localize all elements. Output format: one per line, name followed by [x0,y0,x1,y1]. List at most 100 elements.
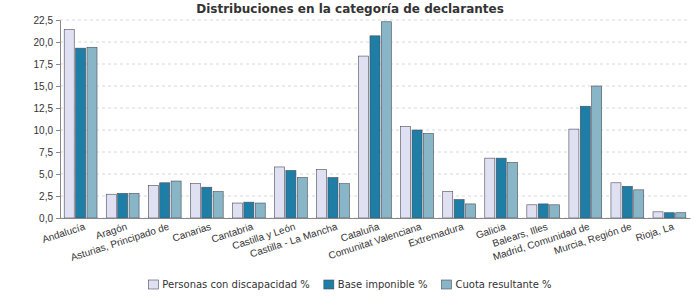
tick: Andalucía [41,221,87,245]
bar [244,202,254,218]
legend-label: Cuota resultante % [455,279,551,290]
bar [190,184,200,218]
tick-mark [56,130,60,131]
tick-label: 0,0 [39,213,53,224]
tick-mark [56,42,60,43]
bar [64,30,74,218]
legend-item: Base imponible % [324,279,428,290]
bar [508,163,518,218]
grid-line [60,20,690,21]
bar [569,129,579,218]
bar [359,56,369,218]
tick-label: 2,5 [39,191,53,202]
bar [527,205,537,218]
tick: Canarias [171,221,212,244]
bar [297,178,307,218]
tick-mark [56,86,60,87]
tick-label: 10,0 [34,125,54,136]
tick-label: 22,5 [34,15,54,26]
bar [622,186,632,218]
tick: 2,5 [39,191,60,202]
y-axis: 0,0 2,5 5,0 7,5 10,0 12,5 15,0 17,5 20,0 22,5 [34,15,61,224]
bar [653,212,663,218]
bar [454,200,464,218]
category-label: Andalucía [41,221,87,245]
tick: 22,5 [34,15,60,26]
tick: 10,0 [34,125,60,136]
grid [60,20,690,218]
category-label: Rioja, La [634,221,675,244]
bar [465,204,475,218]
bar [76,48,86,218]
bar [106,194,116,218]
tick: Murcia, Región de [552,221,633,257]
legend-swatch [324,280,334,289]
tick: 5,0 [39,169,60,180]
tick-label: 12,5 [34,103,54,114]
tick-label: 15,0 [34,81,54,92]
bar [401,126,411,218]
category-label: Asturias, Principado de [69,221,171,263]
x-axis: AndalucíaAragónAsturias, Principado deCa… [41,219,691,264]
bar [213,192,223,218]
tick: Asturias, Principado de [69,221,171,263]
bar [580,106,590,218]
bar [443,192,453,218]
category-label: Extremadura [407,221,465,249]
axis-line [61,218,691,219]
title: Distribuciones en la categoría de declar… [196,2,504,16]
bar [485,158,495,218]
legend-swatch [441,280,451,289]
tick: 15,0 [34,81,60,92]
bar [328,178,338,218]
tick: 20,0 [34,37,60,48]
bar [129,193,139,218]
bar [87,47,97,218]
plot: 0,0 2,5 5,0 7,5 10,0 12,5 15,0 17,5 20,0 22,5 Anda… [34,15,691,263]
bar [118,193,128,218]
bar [550,205,560,218]
tick: Extremadura [407,221,465,249]
axis-line [56,21,61,219]
tick: 7,5 [39,147,60,158]
legend-swatch [148,280,158,289]
tick-mark [56,218,60,219]
tick-mark [56,108,60,109]
bar [232,203,242,218]
legend-label: Base imponible % [338,279,428,290]
bar [664,213,674,218]
bar [274,167,284,218]
tick: Castilla - La Mancha [249,221,340,260]
legend-label: Personas con discapacidad % [162,279,309,290]
bar [634,190,644,218]
bar [171,181,181,218]
tick: Rioja, La [634,221,675,244]
tick-mark [56,196,60,197]
category-label: Canarias [171,221,212,244]
tick: 0,0 [39,213,60,224]
bar [611,183,621,218]
bar [148,185,158,218]
tick: 12,5 [34,103,60,114]
bar [381,22,391,218]
bar [412,130,422,218]
legend-item: Cuota resultante % [441,279,551,290]
tick-mark [56,174,60,175]
bar [202,187,212,218]
tick-label: 20,0 [34,37,54,48]
tick-label: 5,0 [39,169,53,180]
tick-mark [56,20,60,21]
tick: 17,5 [34,59,60,70]
bar [592,86,602,218]
legend: Personas con discapacidad % Base imponibl… [148,279,551,290]
bar [286,170,296,218]
category-label: Castilla - La Mancha [249,221,340,260]
bars [64,22,686,218]
bar [676,213,686,218]
bar [317,170,327,218]
bar [370,36,380,218]
bar [538,204,548,218]
bar [423,134,433,218]
tick-label: 7,5 [39,147,53,158]
bar [160,183,170,218]
